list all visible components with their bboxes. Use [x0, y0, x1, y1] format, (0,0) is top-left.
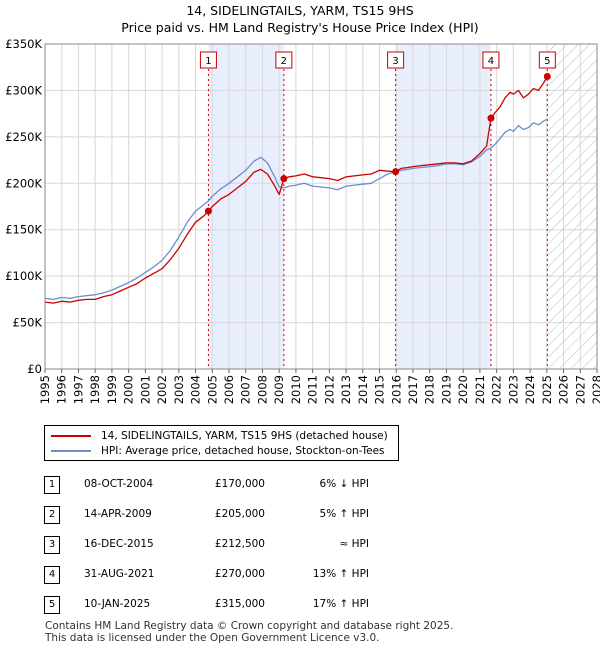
x-tick-label: 2000	[122, 375, 136, 404]
x-tick-label: 2006	[222, 375, 236, 404]
x-tick-label: 2020	[456, 375, 470, 404]
x-tick-label: 2027	[573, 375, 587, 404]
x-tick-label: 2019	[439, 375, 453, 404]
y-tick-label: £0	[27, 362, 42, 376]
sale-marker-box	[275, 51, 293, 69]
sale-marker-label: 2	[281, 56, 287, 67]
x-tick-label: 2017	[406, 375, 420, 404]
sale-number: 3	[44, 536, 60, 554]
x-tick-label: 2001	[138, 375, 152, 404]
x-tick-label: 2015	[373, 375, 387, 404]
sale-marker-label: 3	[392, 56, 398, 67]
sale-price: £212,500	[214, 538, 265, 550]
y-tick-label: £100K	[5, 269, 42, 283]
sale-marker-box	[199, 51, 217, 69]
sale-price: £170,000	[214, 478, 265, 490]
legend-item-hpi: HPI: Average price, detached house, Stoc…	[51, 445, 385, 457]
x-tick-label: 1998	[88, 375, 102, 404]
sale-marker-box	[387, 51, 405, 69]
x-tick-label: 2016	[389, 375, 403, 404]
licence-notice: This data is licensed under the Open Gov…	[45, 632, 380, 644]
x-tick-label: 1999	[105, 375, 119, 404]
sale-marker-box	[482, 51, 500, 69]
sale-point	[204, 207, 212, 215]
x-tick-label: 2009	[272, 375, 286, 404]
sale-marker-label: 1	[205, 56, 211, 67]
sale-price: £270,000	[214, 568, 265, 580]
legend-swatch-hpi	[51, 450, 91, 452]
sale-marker-label: 4	[488, 56, 494, 67]
y-tick-label: £200K	[5, 176, 42, 190]
x-tick-label: 2018	[423, 375, 437, 404]
x-tick-label: 2024	[523, 375, 537, 404]
sale-date: 08-OCT-2004	[84, 478, 153, 490]
x-tick-label: 2014	[356, 375, 370, 404]
sale-hpi-comparison: 17% ↑ HPI	[312, 598, 369, 610]
sale-hpi-comparison: ≈ HPI	[339, 538, 369, 550]
sale-hpi-comparison: 13% ↑ HPI	[312, 568, 369, 580]
y-tick-label: £350K	[5, 37, 42, 51]
x-tick-label: 2012	[322, 375, 336, 404]
sale-hpi-comparison: 6% ↓ HPI	[319, 478, 369, 490]
x-tick-label: 2021	[473, 375, 487, 404]
legend-label-hpi: HPI: Average price, detached house, Stoc…	[101, 445, 385, 457]
sale-number: 1	[44, 476, 60, 494]
sale-number: 2	[44, 506, 60, 524]
y-tick-label: £300K	[5, 83, 42, 97]
x-tick-label: 2013	[339, 375, 353, 404]
x-tick-label: 2008	[255, 375, 269, 404]
sale-number: 5	[44, 596, 60, 614]
x-tick-label: 2003	[172, 375, 186, 404]
x-tick-label: 2007	[239, 375, 253, 404]
sale-marker-label: 5	[544, 56, 550, 67]
sale-date: 31-AUG-2021	[84, 568, 155, 580]
legend-swatch-property	[51, 435, 91, 437]
y-tick-label: £250K	[5, 130, 42, 144]
sale-marker-box	[538, 51, 556, 69]
y-tick-label: £150K	[5, 223, 42, 237]
x-tick-label: 2010	[289, 375, 303, 404]
sale-date: 14-APR-2009	[84, 508, 152, 520]
plot-frame	[44, 43, 598, 370]
sale-point	[280, 175, 288, 183]
x-tick-label: 2022	[490, 375, 504, 404]
sale-hpi-comparison: 5% ↑ HPI	[319, 508, 369, 520]
sale-price: £315,000	[214, 598, 265, 610]
legend: 14, SIDELINGTAILS, YARM, TS15 9HS (detac…	[44, 425, 399, 461]
y-tick-label: £50K	[13, 316, 43, 330]
chart-subtitle: Price paid vs. HM Land Registry's House …	[121, 20, 479, 35]
sale-point	[543, 73, 551, 80]
hpi-line	[44, 118, 548, 301]
sale-number: 4	[44, 566, 60, 584]
x-tick-label: 1997	[71, 375, 85, 404]
sale-date: 10-JAN-2025	[84, 598, 151, 610]
x-tick-label: 2025	[540, 375, 554, 404]
legend-label-property: 14, SIDELINGTAILS, YARM, TS15 9HS (detac…	[101, 430, 388, 442]
sale-price: £205,000	[214, 508, 265, 520]
sale-period-band	[395, 44, 491, 369]
chart-title: 14, SIDELINGTAILS, YARM, TS15 9HS	[186, 3, 414, 18]
projection-hatch	[548, 44, 597, 369]
price-chart: 1 2 3 4 5 £0 £50K £100K £150K £200K £250K £300K £35…	[5, 37, 600, 404]
x-tick-label: 2026	[557, 375, 571, 404]
x-tick-label: 2023	[506, 375, 520, 404]
x-tick-label: 2004	[189, 375, 203, 404]
sale-date: 16-DEC-2015	[84, 538, 154, 550]
x-tick-label: 2011	[306, 375, 320, 404]
legend-item-property: 14, SIDELINGTAILS, YARM, TS15 9HS (detac…	[51, 430, 388, 442]
x-tick-label: 2028	[590, 375, 600, 404]
x-tick-label: 1995	[38, 375, 52, 404]
x-tick-label: 1996	[55, 375, 69, 404]
x-tick-label: 2002	[155, 375, 169, 404]
copyright-notice: Contains HM Land Registry data © Crown c…	[45, 620, 454, 632]
sale-point	[392, 168, 400, 176]
sale-point	[487, 114, 495, 122]
x-tick-label: 2005	[205, 375, 219, 404]
